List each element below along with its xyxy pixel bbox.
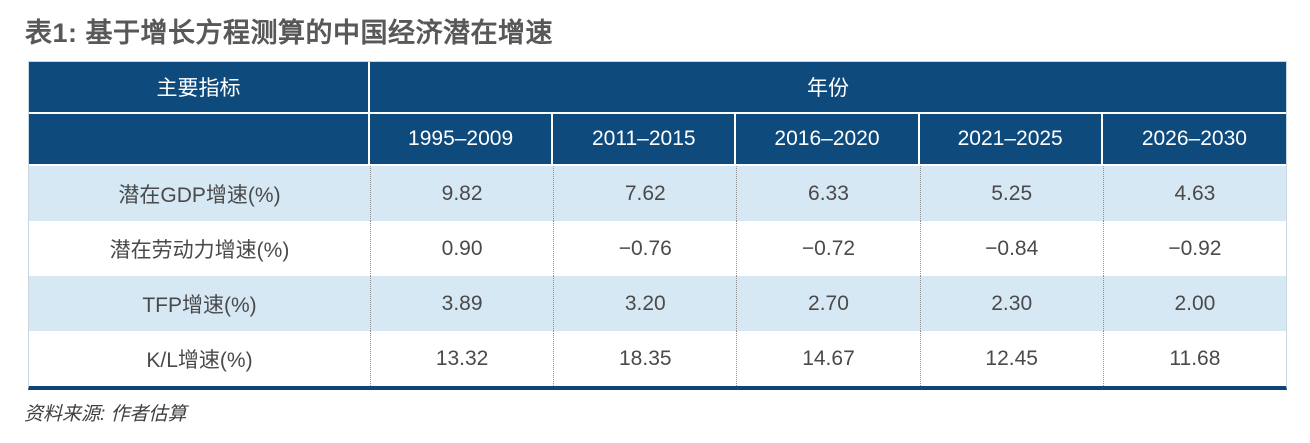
cell-value: 13.32	[370, 331, 553, 386]
cell-value: 18.35	[553, 331, 736, 386]
cell-value: 4.63	[1102, 166, 1286, 221]
cell-value: 7.62	[553, 166, 736, 221]
row-label: TFP增速(%)	[142, 293, 257, 317]
header-year-group: 年份	[370, 62, 1286, 114]
header-col-period-4: 2021–2025	[919, 114, 1103, 166]
table-row-tfp-growth: TFP增速(%) 3.89 3.20 2.70 2.30 2.00	[29, 276, 1286, 331]
row-label: K/L增速(%)	[146, 348, 253, 372]
cell-value: −0.92	[1102, 221, 1286, 276]
data-table: 主要指标 年份 1995–2009 2011–2015 2016–2020 20…	[28, 61, 1287, 390]
cell-value: 14.67	[736, 331, 919, 386]
cell-value: 2.30	[919, 276, 1103, 331]
table-title: 表1: 基于增长方程测算的中国经济潜在增速	[25, 18, 554, 48]
cell-value: 6.33	[736, 166, 919, 221]
table-row-kl-growth: K/L增速(%) 13.32 18.35 14.67 12.45 11.68	[29, 331, 1286, 386]
cell-value: 2.00	[1102, 276, 1286, 331]
cell-value: 12.45	[919, 331, 1103, 386]
header-col-period-5: 2026–2030	[1102, 114, 1286, 166]
header-empty-cell	[29, 114, 370, 166]
header-row-group: 主要指标 年份	[29, 62, 1286, 114]
header-col-period-1: 1995–2009	[370, 114, 554, 166]
cell-value: −0.76	[553, 221, 736, 276]
cell-value: −0.72	[736, 221, 919, 276]
header-col-period-2: 2011–2015	[553, 114, 737, 166]
header-indicator: 主要指标	[29, 62, 370, 114]
row-label: 潜在GDP增速(%)	[118, 183, 281, 207]
cell-value: 3.20	[553, 276, 736, 331]
cell-value: −0.84	[919, 221, 1103, 276]
source-note: 资料来源: 作者估算	[24, 404, 187, 425]
header-row-years: 1995–2009 2011–2015 2016–2020 2021–2025 …	[29, 114, 1286, 166]
cell-value: 2.70	[736, 276, 919, 331]
header-col-period-3: 2016–2020	[736, 114, 920, 166]
cell-value: 11.68	[1102, 331, 1286, 386]
cell-value: 9.82	[370, 166, 553, 221]
cell-value: 3.89	[370, 276, 553, 331]
table-row-gdp-growth: 潜在GDP增速(%) 9.82 7.62 6.33 5.25 4.63	[29, 166, 1286, 221]
cell-value: 0.90	[370, 221, 553, 276]
table-row-labor-growth: 潜在劳动力增速(%) 0.90 −0.76 −0.72 −0.84 −0.92	[29, 221, 1286, 276]
row-label: 潜在劳动力增速(%)	[109, 238, 290, 262]
cell-value: 5.25	[919, 166, 1103, 221]
